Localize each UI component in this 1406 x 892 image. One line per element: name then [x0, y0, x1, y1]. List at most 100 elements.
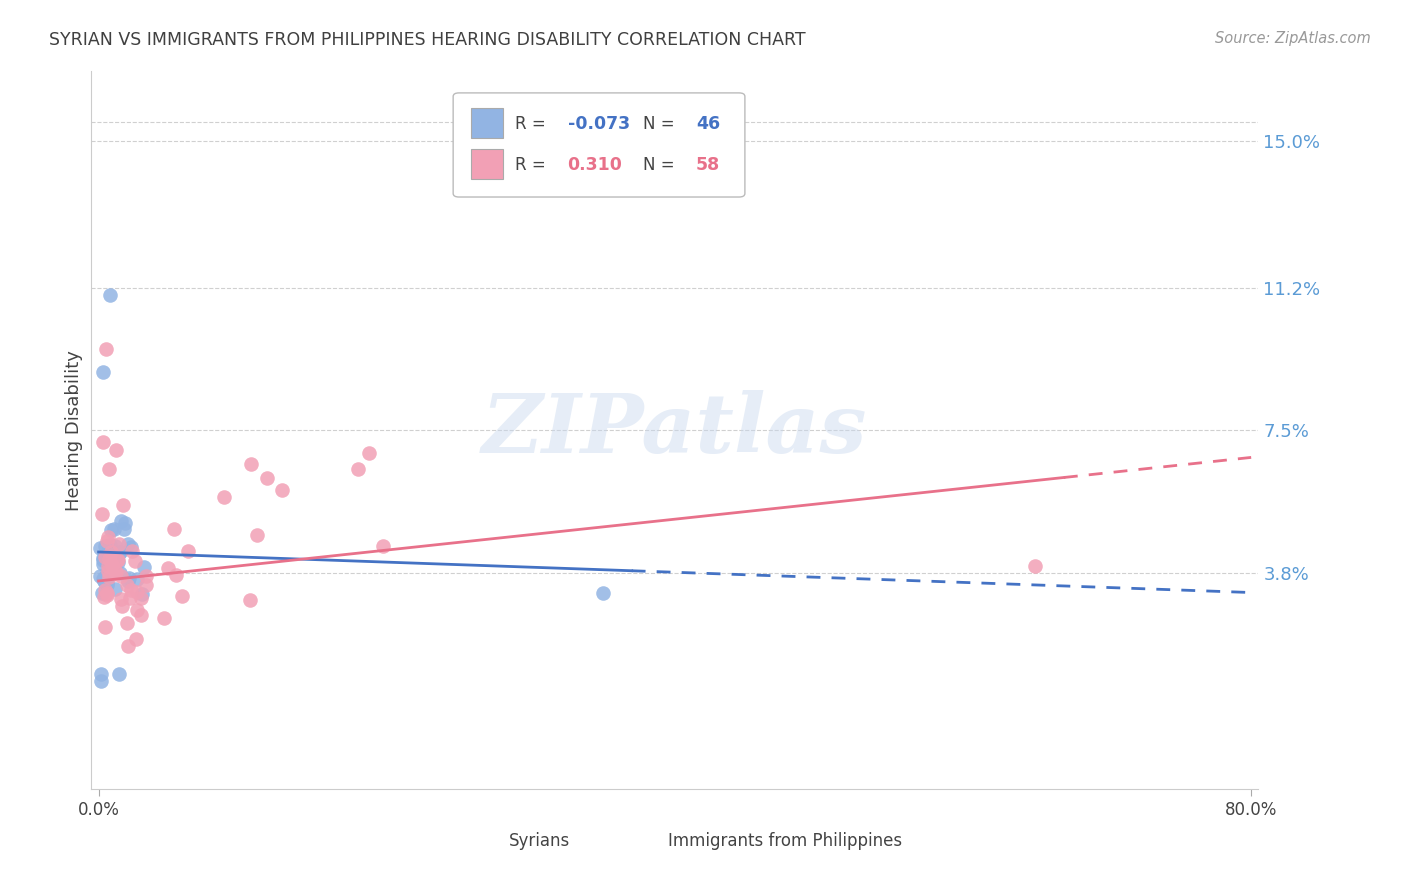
- FancyBboxPatch shape: [471, 108, 503, 138]
- Point: [97, 530, 120, 544]
- Point: [125, 585, 148, 599]
- Point: [105, 553, 128, 567]
- Point: [246, 528, 269, 542]
- Point: [238, 592, 260, 607]
- Point: [93, 575, 115, 590]
- Point: [91, 551, 114, 566]
- Point: [93, 574, 115, 589]
- Point: [90, 666, 112, 681]
- Point: [89, 569, 111, 583]
- Point: [129, 591, 152, 606]
- Point: [97, 564, 120, 578]
- Point: [104, 442, 127, 457]
- Point: [107, 666, 129, 681]
- Point: [96, 578, 118, 592]
- Point: [156, 561, 179, 575]
- Point: [97, 542, 120, 557]
- Point: [93, 583, 115, 598]
- FancyBboxPatch shape: [628, 828, 657, 855]
- Text: Immigrants from Philippines: Immigrants from Philippines: [668, 832, 903, 850]
- Point: [120, 540, 142, 554]
- Point: [125, 572, 148, 586]
- Text: R =: R =: [515, 156, 551, 174]
- FancyBboxPatch shape: [471, 149, 503, 179]
- Point: [120, 583, 142, 598]
- Point: [129, 607, 152, 622]
- Point: [93, 539, 115, 553]
- Point: [115, 578, 138, 592]
- Point: [94, 549, 117, 564]
- Point: [97, 556, 120, 570]
- Point: [90, 674, 112, 689]
- Point: [98, 288, 121, 302]
- Point: [177, 543, 200, 558]
- Point: [108, 545, 131, 559]
- Point: [90, 586, 112, 600]
- Point: [94, 343, 117, 357]
- Point: [93, 571, 115, 585]
- Point: [90, 507, 112, 521]
- Point: [110, 514, 132, 528]
- Point: [91, 552, 114, 566]
- Point: [97, 462, 120, 476]
- Text: 0.310: 0.310: [568, 156, 623, 174]
- Point: [131, 586, 153, 600]
- Text: N =: N =: [644, 115, 681, 133]
- Point: [112, 522, 135, 536]
- Point: [347, 462, 370, 476]
- Text: 58: 58: [696, 156, 720, 174]
- Point: [104, 549, 127, 564]
- Point: [118, 571, 141, 585]
- Point: [117, 574, 139, 588]
- FancyBboxPatch shape: [453, 93, 745, 197]
- Point: [163, 522, 186, 536]
- Text: 46: 46: [696, 115, 720, 133]
- Text: N =: N =: [644, 156, 681, 174]
- Point: [115, 616, 138, 631]
- Point: [104, 564, 127, 578]
- Point: [93, 590, 115, 604]
- Point: [135, 569, 157, 583]
- Point: [114, 516, 136, 530]
- Point: [107, 555, 129, 569]
- Point: [165, 568, 187, 582]
- Point: [100, 563, 122, 577]
- Point: [104, 582, 127, 596]
- Point: [97, 559, 120, 574]
- Point: [108, 566, 131, 580]
- Point: [96, 588, 118, 602]
- Point: [97, 551, 120, 566]
- Point: [112, 498, 135, 512]
- Point: [117, 640, 139, 654]
- Point: [94, 549, 117, 564]
- Point: [107, 553, 129, 567]
- Point: [110, 569, 132, 583]
- Point: [96, 533, 118, 548]
- Point: [172, 589, 194, 603]
- Point: [105, 565, 128, 579]
- Point: [357, 445, 380, 459]
- Text: ZIPatlas: ZIPatlas: [482, 391, 868, 470]
- Point: [98, 538, 121, 552]
- Point: [118, 591, 141, 605]
- Point: [103, 522, 125, 536]
- Point: [373, 539, 395, 553]
- Point: [1024, 558, 1046, 573]
- Point: [117, 537, 139, 551]
- Point: [108, 537, 131, 551]
- Point: [127, 602, 149, 616]
- Point: [100, 523, 122, 537]
- Point: [592, 585, 614, 599]
- Point: [104, 540, 127, 554]
- Text: SYRIAN VS IMMIGRANTS FROM PHILIPPINES HEARING DISABILITY CORRELATION CHART: SYRIAN VS IMMIGRANTS FROM PHILIPPINES HE…: [49, 31, 806, 49]
- Point: [94, 568, 117, 582]
- Point: [91, 366, 114, 380]
- Point: [101, 558, 124, 573]
- Y-axis label: Hearing Disability: Hearing Disability: [65, 350, 83, 511]
- Text: Syrians: Syrians: [509, 832, 571, 850]
- Point: [152, 611, 174, 625]
- Text: -0.073: -0.073: [568, 115, 630, 133]
- Point: [93, 571, 115, 585]
- Text: Source: ZipAtlas.com: Source: ZipAtlas.com: [1215, 31, 1371, 46]
- Point: [91, 557, 114, 571]
